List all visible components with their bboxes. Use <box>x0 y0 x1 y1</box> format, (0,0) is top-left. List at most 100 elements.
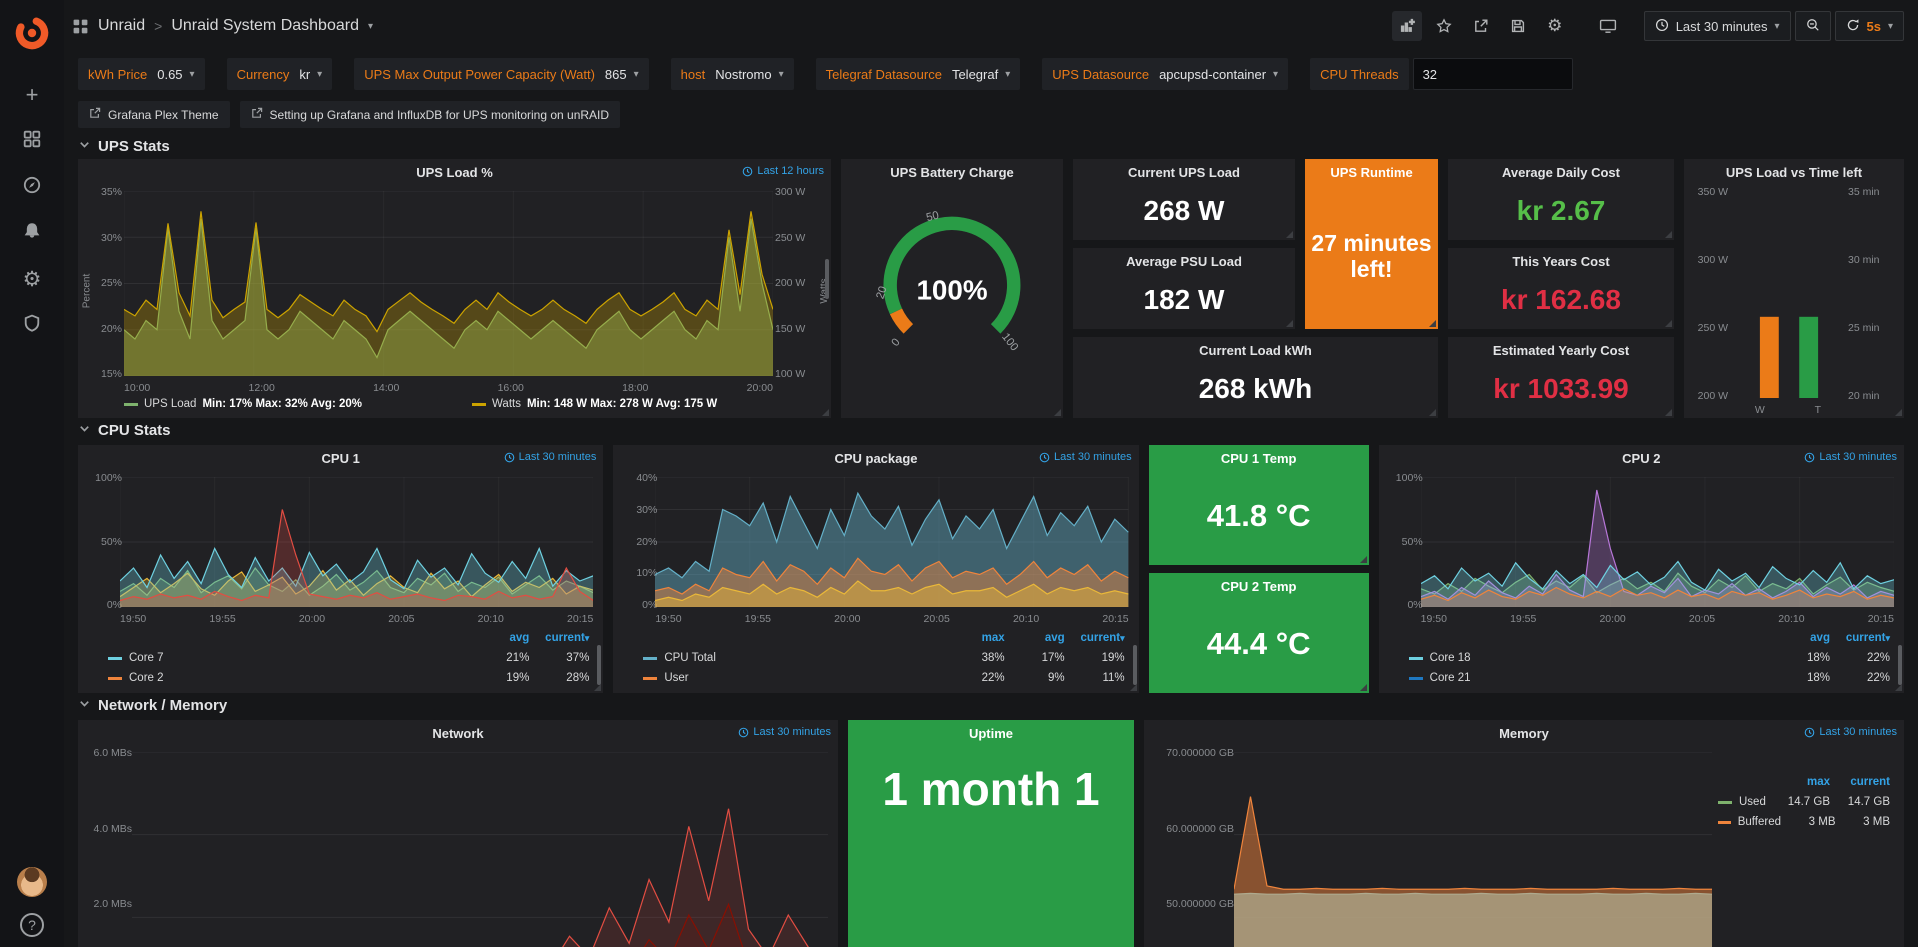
breadcrumb-app[interactable]: Unraid <box>98 17 145 35</box>
refresh-interval-caret-icon: ▾ <box>1888 21 1893 32</box>
cpu2-chart <box>1421 477 1894 607</box>
panel-title[interactable]: Estimated Yearly Cost <box>1493 343 1629 358</box>
legend-sort-avg[interactable]: avg <box>469 632 529 644</box>
legend-sort-current[interactable]: current▾ <box>1830 632 1890 644</box>
panel-title[interactable]: Memory <box>1499 726 1549 741</box>
variable-label: CPU Threads <box>1310 58 1409 90</box>
panel-title[interactable]: CPU 1 <box>322 451 360 466</box>
gear-icon: ⚙ <box>1547 16 1562 36</box>
dashboard-settings-button[interactable]: ⚙ <box>1540 11 1570 41</box>
series-name[interactable]: Core 7 <box>129 652 164 664</box>
user-avatar[interactable] <box>17 867 47 897</box>
panel-ups-battery-charge: UPS Battery Charge 0 20 50 100 100% <box>841 159 1063 418</box>
legend-sort-avg[interactable]: avg <box>1770 632 1830 644</box>
panel-title[interactable]: Average PSU Load <box>1126 254 1242 269</box>
save-button[interactable] <box>1503 11 1533 41</box>
panel-title[interactable]: Current UPS Load <box>1128 165 1240 180</box>
series-name[interactable]: Buffered <box>1738 816 1781 828</box>
panel-cpu2: CPU 2 Last 30 minutes 100%50%0% 19:5019:… <box>1379 445 1904 693</box>
row-network-memory[interactable]: Network / Memory <box>78 697 1904 714</box>
zoom-out-button[interactable] <box>1795 11 1831 41</box>
panel-title[interactable]: Current Load kWh <box>1199 343 1312 358</box>
panel-title[interactable]: UPS Runtime <box>1330 165 1412 180</box>
series-name[interactable]: Core 2 <box>129 672 164 684</box>
legend-sort-current[interactable]: current▾ <box>529 632 589 644</box>
link-grafana-plex-theme[interactable]: Grafana Plex Theme <box>78 101 230 128</box>
series-name[interactable]: Core 21 <box>1430 672 1471 684</box>
series-swatch <box>108 677 122 680</box>
y-axis-left: 70.000000 GB60.000000 GB50.000000 GB <box>1154 747 1234 910</box>
legend-scrollbar[interactable] <box>1133 645 1137 685</box>
time-range-picker[interactable]: Last 30 minutes ▾ <box>1644 11 1791 41</box>
grafana-logo-icon[interactable] <box>11 12 53 54</box>
template-variables: kWh Price 0.65▾ Currency kr▾ UPS Max Out… <box>64 52 1918 92</box>
y-axis-left: 40%30%20%10%0% <box>623 472 657 611</box>
stat-value: kr 1033.99 <box>1448 363 1674 418</box>
sidebar-item-alerting[interactable] <box>0 210 64 256</box>
help-button[interactable]: ? <box>20 913 44 937</box>
star-button[interactable] <box>1429 11 1459 41</box>
panel-memory: Memory Last 30 minutes 70.000000 GB60.00… <box>1144 720 1904 947</box>
row-cpu-stats[interactable]: CPU Stats <box>78 422 1904 439</box>
cycle-view-button[interactable] <box>1593 11 1623 41</box>
panel-title[interactable]: CPU package <box>834 451 917 466</box>
create-button[interactable]: + <box>0 72 64 118</box>
panel-title[interactable]: UPS Load % <box>416 165 493 180</box>
legend-sort-current[interactable]: current▾ <box>1065 632 1125 644</box>
panel-title[interactable]: CPU 1 Temp <box>1221 451 1297 466</box>
legend-scrollbar[interactable] <box>1898 645 1902 685</box>
legend-sort-current[interactable]: current <box>1830 776 1890 788</box>
search-minus-icon <box>1806 18 1820 35</box>
sidebar-item-configuration[interactable]: ⚙ <box>0 256 64 302</box>
legend-row: Core 721%37% <box>108 648 589 668</box>
sidebar-item-explore[interactable] <box>0 164 64 210</box>
series-name[interactable]: Used <box>1739 796 1766 808</box>
link-ups-monitoring-guide[interactable]: Setting up Grafana and InfluxDB for UPS … <box>240 101 621 128</box>
row-ups-stats[interactable]: UPS Stats <box>78 138 1904 155</box>
dashboard-title-caret-icon[interactable]: ▾ <box>368 21 373 32</box>
variable-value-dropdown[interactable]: Telegraf▾ <box>949 67 1020 82</box>
legend-sort-avg[interactable]: avg <box>1005 632 1065 644</box>
breadcrumb-separator: > <box>154 18 162 34</box>
share-button[interactable] <box>1466 11 1496 41</box>
variable-value-dropdown[interactable]: kr▾ <box>296 67 332 82</box>
panel-cpu1: CPU 1 Last 30 minutes 100%50%0% 19:5019:… <box>78 445 603 693</box>
legend-row: CPU Total38%17%19% <box>643 648 1124 668</box>
cpu-threads-input[interactable] <box>1413 58 1573 90</box>
variable-value-dropdown[interactable]: 0.65▾ <box>154 67 204 82</box>
series-name[interactable]: User <box>664 672 688 684</box>
add-panel-button[interactable] <box>1392 11 1422 41</box>
x-axis: 19:5019:5520:0020:0520:1020:15 <box>1421 613 1894 625</box>
panel-title[interactable]: Network <box>432 726 483 741</box>
dashboard-title[interactable]: Unraid System Dashboard <box>171 17 359 35</box>
panel-title[interactable]: This Years Cost <box>1512 254 1609 269</box>
legend-row: User22%9%11% <box>643 668 1124 688</box>
legend-item[interactable]: Watts Min: 148 W Max: 278 W Avg: 175 W <box>472 398 717 410</box>
refresh-button[interactable]: 5s ▾ <box>1835 11 1905 41</box>
variable-value-dropdown[interactable]: 865▾ <box>602 67 649 82</box>
stat-value: 27 minutes left! <box>1305 185 1438 329</box>
panel-title[interactable]: UPS Battery Charge <box>890 165 1014 180</box>
series-swatch <box>124 403 138 406</box>
chart-legend: maxavgcurrent▾ CPU Total38%17%19% User22… <box>613 627 1138 693</box>
legend-sort-max[interactable]: max <box>1770 776 1830 788</box>
cpu1-temp-sparkline <box>1153 540 1365 565</box>
variable-value-dropdown[interactable]: Nostromo▾ <box>712 67 793 82</box>
panel-title[interactable]: Average Daily Cost <box>1502 165 1620 180</box>
y-axis-left: 100%50%0% <box>88 472 122 611</box>
panel-title[interactable]: CPU 2 <box>1622 451 1660 466</box>
legend-scrollbar[interactable] <box>597 645 601 685</box>
panel-scrollbar[interactable] <box>825 259 829 299</box>
series-name[interactable]: CPU Total <box>664 652 716 664</box>
variable-value-dropdown[interactable]: apcupsd-container▾ <box>1156 67 1288 82</box>
legend-item[interactable]: UPS Load Min: 17% Max: 32% Avg: 20% <box>124 398 362 410</box>
sidebar-item-dashboards[interactable] <box>0 118 64 164</box>
apps-grid-icon[interactable] <box>72 18 89 35</box>
legend-sort-max[interactable]: max <box>945 632 1005 644</box>
panel-title[interactable]: CPU 2 Temp <box>1221 579 1297 594</box>
panel-title[interactable]: Uptime <box>969 726 1013 741</box>
panel-title[interactable]: UPS Load vs Time left <box>1726 165 1862 180</box>
time-override: Last 30 minutes <box>504 451 597 463</box>
sidebar-item-server-admin[interactable] <box>0 302 64 348</box>
series-name[interactable]: Core 18 <box>1430 652 1471 664</box>
